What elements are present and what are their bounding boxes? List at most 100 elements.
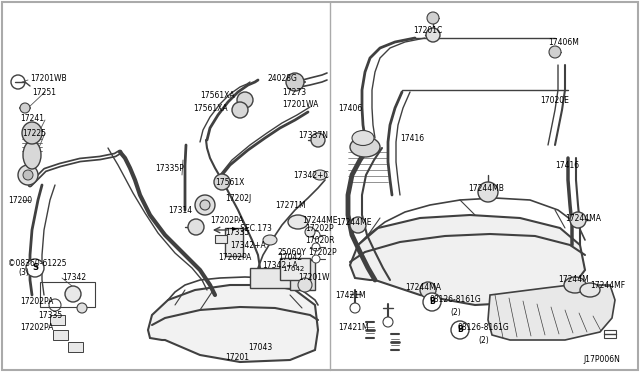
Circle shape: [188, 219, 204, 235]
Text: 17244ME: 17244ME: [336, 218, 371, 227]
Bar: [215, 235, 227, 243]
Text: 17335: 17335: [225, 228, 249, 237]
Bar: [250, 268, 295, 288]
Ellipse shape: [352, 131, 374, 145]
Text: 17251: 17251: [32, 87, 56, 96]
Text: (2): (2): [478, 336, 489, 344]
Text: 17416: 17416: [555, 160, 579, 170]
Ellipse shape: [564, 277, 586, 293]
Text: 17202PA: 17202PA: [218, 253, 252, 263]
Ellipse shape: [580, 283, 600, 297]
Text: 17335: 17335: [38, 311, 62, 320]
Circle shape: [26, 259, 44, 277]
Text: J17P006N: J17P006N: [583, 356, 620, 365]
Circle shape: [350, 217, 366, 233]
Text: 17202PA: 17202PA: [20, 298, 53, 307]
Circle shape: [312, 243, 320, 251]
Bar: [225, 228, 243, 256]
Text: 17337N: 17337N: [298, 131, 328, 140]
Text: ©08360-61225: ©08360-61225: [8, 259, 67, 267]
Bar: [68, 342, 83, 352]
Circle shape: [426, 28, 440, 42]
Text: 17042: 17042: [278, 253, 302, 263]
Text: 17421M: 17421M: [338, 324, 369, 333]
Text: 17561XA: 17561XA: [193, 103, 228, 112]
Text: 17202J: 17202J: [225, 193, 252, 202]
Polygon shape: [488, 285, 615, 340]
Text: 17406M: 17406M: [548, 38, 579, 46]
Circle shape: [570, 212, 586, 228]
Text: 17202PA: 17202PA: [210, 215, 243, 224]
Text: 17020R: 17020R: [305, 235, 335, 244]
Text: 17244ME: 17244ME: [302, 215, 337, 224]
Text: 08126-8161G: 08126-8161G: [458, 324, 509, 333]
Ellipse shape: [263, 235, 277, 245]
Text: (2): (2): [450, 308, 461, 317]
Text: B: B: [429, 298, 435, 307]
Circle shape: [298, 278, 312, 292]
Ellipse shape: [313, 170, 327, 180]
Circle shape: [350, 303, 360, 313]
Ellipse shape: [288, 215, 308, 229]
Circle shape: [65, 286, 81, 302]
Text: 17043: 17043: [248, 343, 272, 353]
Circle shape: [77, 303, 87, 313]
Circle shape: [195, 195, 215, 215]
Circle shape: [286, 73, 304, 91]
Circle shape: [312, 231, 320, 239]
Text: 17020E: 17020E: [540, 96, 569, 105]
Text: 17342+A: 17342+A: [262, 260, 298, 269]
Text: 17342+A: 17342+A: [230, 241, 266, 250]
Circle shape: [232, 102, 248, 118]
Text: 17335P: 17335P: [155, 164, 184, 173]
Text: 17561X: 17561X: [215, 177, 244, 186]
Circle shape: [549, 46, 561, 58]
Circle shape: [311, 133, 325, 147]
Circle shape: [20, 103, 30, 113]
Text: ► SEC.173: ► SEC.173: [232, 224, 272, 232]
Circle shape: [23, 170, 33, 180]
Text: 17244MA: 17244MA: [565, 214, 601, 222]
Circle shape: [200, 200, 210, 210]
Text: 17342+C: 17342+C: [293, 170, 329, 180]
Polygon shape: [148, 285, 318, 362]
Text: 24028G: 24028G: [268, 74, 298, 83]
Text: 17042: 17042: [282, 266, 304, 272]
Bar: [290, 260, 315, 290]
Text: 17202PA: 17202PA: [20, 324, 53, 333]
Circle shape: [237, 92, 253, 108]
Text: (3): (3): [18, 267, 29, 276]
Bar: [50, 315, 65, 325]
Text: 17271M: 17271M: [275, 201, 306, 209]
Circle shape: [305, 227, 315, 237]
Text: 17561XA: 17561XA: [200, 90, 235, 99]
Text: 17201C: 17201C: [413, 26, 442, 35]
Circle shape: [312, 255, 320, 263]
Bar: [53, 330, 68, 340]
Bar: [604, 330, 616, 338]
Text: 08126-8161G: 08126-8161G: [430, 295, 482, 305]
Ellipse shape: [23, 141, 41, 169]
Text: 17202P: 17202P: [308, 247, 337, 257]
Bar: [280, 258, 310, 280]
Ellipse shape: [350, 137, 380, 157]
Circle shape: [383, 317, 393, 327]
Text: 17241: 17241: [20, 113, 44, 122]
Text: 17201WB: 17201WB: [30, 74, 67, 83]
Text: 17421M: 17421M: [335, 291, 365, 299]
Text: 17201W: 17201W: [298, 273, 330, 282]
Text: 17201WA: 17201WA: [282, 99, 318, 109]
Text: 17273: 17273: [282, 87, 306, 96]
Text: 17244MA: 17244MA: [405, 283, 441, 292]
Text: B: B: [457, 326, 463, 334]
Text: S: S: [32, 263, 38, 273]
Text: 17201: 17201: [225, 353, 249, 362]
Text: 17244MF: 17244MF: [590, 280, 625, 289]
Text: 17244M: 17244M: [558, 276, 589, 285]
Text: 17202P: 17202P: [305, 224, 333, 232]
Polygon shape: [350, 215, 585, 305]
Circle shape: [427, 12, 439, 24]
Text: 17225: 17225: [22, 128, 46, 138]
Circle shape: [420, 282, 436, 298]
Text: 17406: 17406: [338, 103, 362, 112]
